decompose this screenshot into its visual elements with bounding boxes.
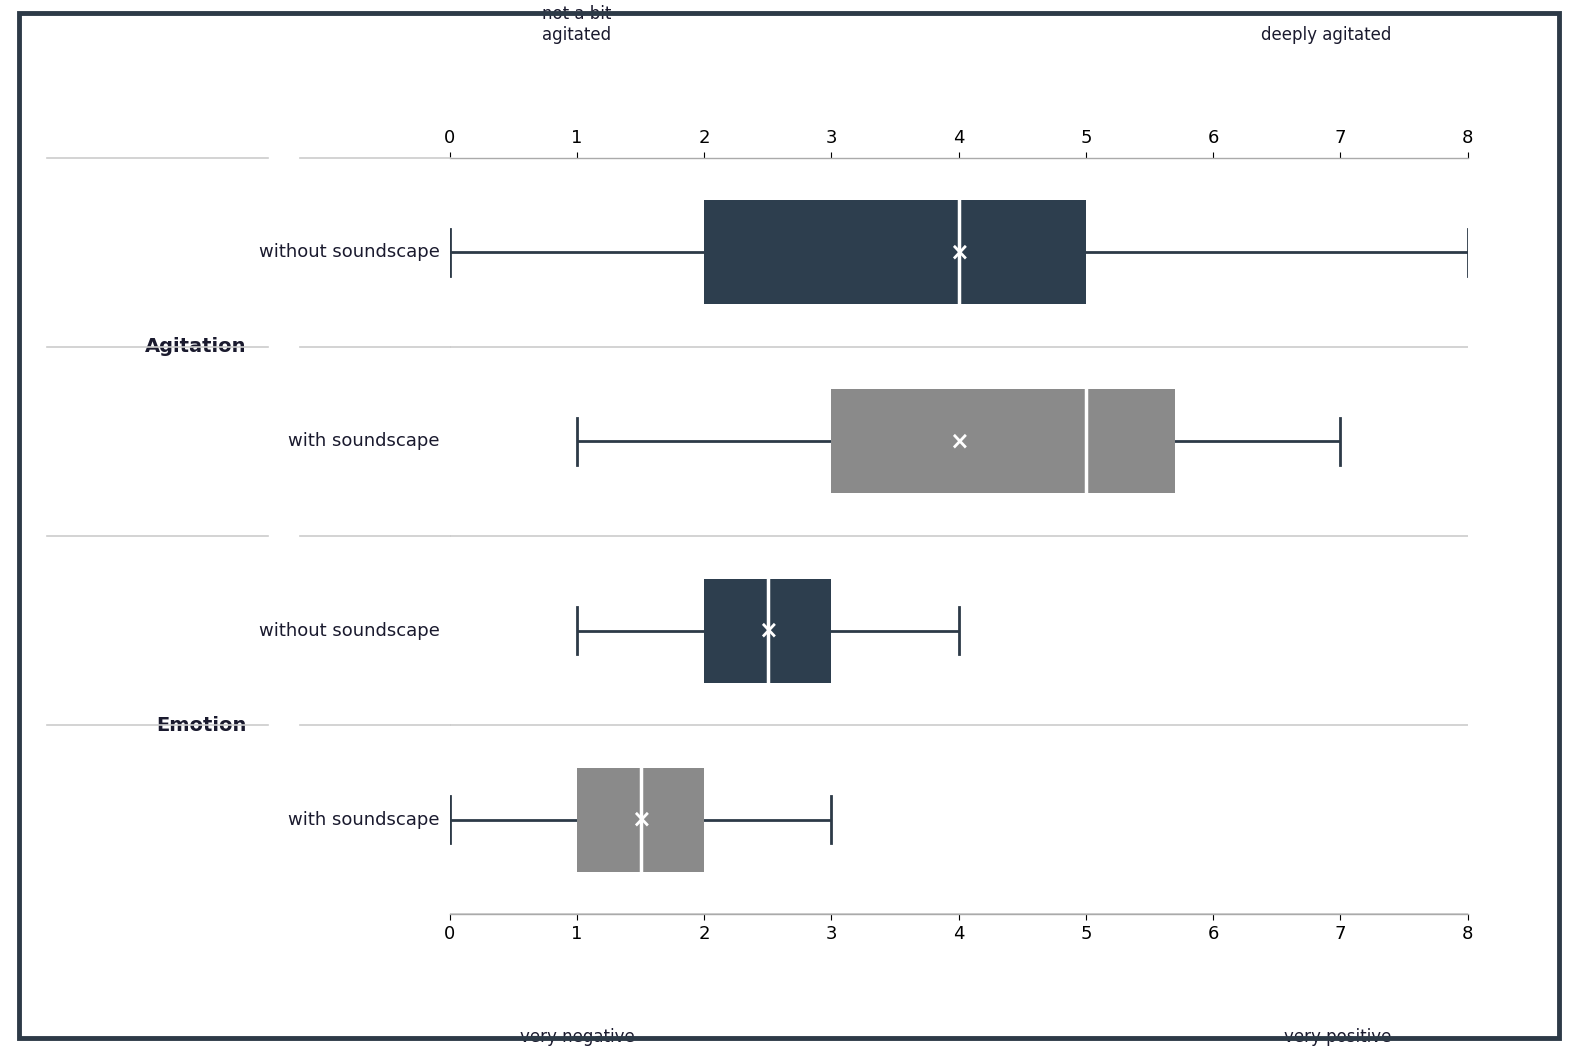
Text: very positive: very positive [1284, 1028, 1392, 1046]
Bar [704, 200, 1086, 304]
Text: deeply agitated: deeply agitated [1261, 26, 1392, 44]
Bar [832, 389, 1176, 493]
Text: very negative: very negative [519, 1028, 634, 1046]
Text: without soundscape: without soundscape [259, 243, 440, 262]
Text: with soundscape: with soundscape [289, 810, 440, 829]
Bar [704, 578, 832, 683]
Text: ×: × [948, 241, 969, 264]
Text: ×: × [631, 808, 650, 831]
Text: ×: × [948, 430, 969, 453]
Bar [578, 767, 704, 872]
Text: with soundscape: with soundscape [289, 432, 440, 451]
Text: ×: × [757, 619, 778, 642]
Text: not a bit
agitated: not a bit agitated [543, 5, 612, 44]
Text: Agitation: Agitation [145, 337, 246, 356]
Text: without soundscape: without soundscape [259, 621, 440, 640]
Text: Emotion: Emotion [156, 716, 246, 735]
